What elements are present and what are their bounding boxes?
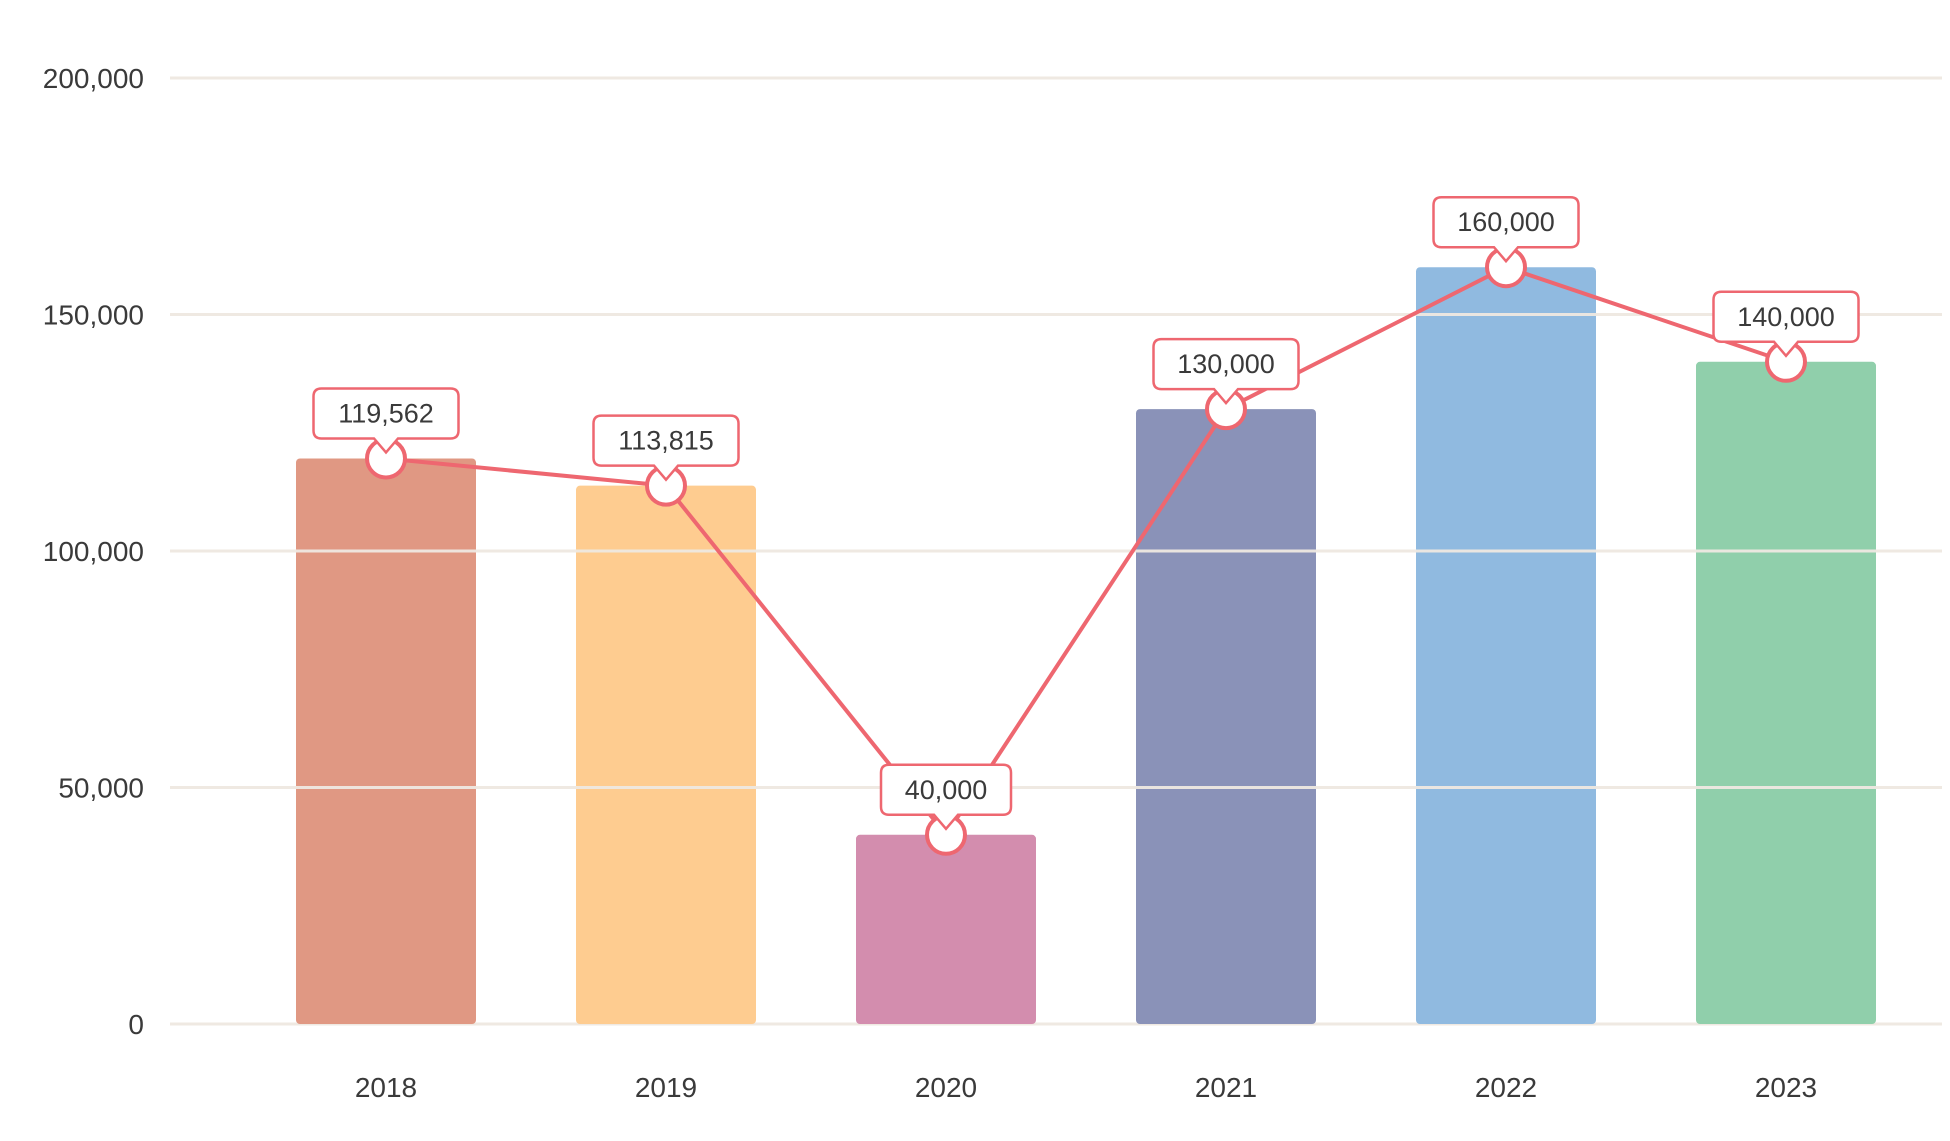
x-tick-label-2019: 2019 [635, 1072, 697, 1103]
data-label-box [1432, 195, 1580, 264]
data-label-box [312, 387, 460, 455]
y-tick-label: 200,000 [43, 63, 144, 94]
bar-layer [170, 76, 1942, 1025]
data-label-callout: 119,562 [312, 387, 460, 455]
bar-2023 [1696, 361, 1876, 1024]
bar-2020 [856, 834, 1036, 1024]
bar-2019 [576, 485, 756, 1025]
data-label-2018: 119,562 [338, 398, 434, 428]
bar-2022 [1416, 267, 1596, 1024]
label-layer: 119,562 113,815 40,000 130,000 160,000 140,00… [312, 195, 1860, 831]
data-label-callout: 130,000 [1152, 337, 1300, 406]
data-label-box [1152, 337, 1300, 406]
y-tick-label: 150,000 [43, 300, 144, 331]
y-tick-label: 0 [128, 1009, 144, 1040]
line-layer [365, 246, 1807, 856]
data-label-box [879, 763, 1013, 831]
y-tick-label: 100,000 [43, 536, 144, 567]
bar-2021 [1136, 409, 1316, 1025]
data-label-2020: 40,000 [905, 775, 988, 805]
data-label-callout: 160,000 [1432, 195, 1580, 264]
bar-2018 [296, 458, 476, 1024]
y-tick-label: 50,000 [58, 773, 144, 804]
data-label-callout: 140,000 [1712, 290, 1860, 358]
data-label-2023: 140,000 [1737, 302, 1835, 332]
trend-line [385, 265, 1787, 837]
data-label-2022: 160,000 [1457, 207, 1555, 237]
data-label-2021: 130,000 [1177, 349, 1275, 379]
data-label-2019: 113,815 [618, 426, 714, 456]
data-label-callout: 113,815 [592, 414, 740, 482]
x-tick-label-2018: 2018 [355, 1072, 417, 1103]
data-label-box [592, 414, 740, 482]
x-tick-label-2020: 2020 [915, 1072, 977, 1103]
axis-layer: 0 50,000 100,000 150,000 200,000 2018 2019 2020… [43, 63, 1817, 1103]
data-label-box [1712, 290, 1860, 358]
data-label-callout: 40,000 [879, 763, 1013, 831]
x-tick-label-2022: 2022 [1475, 1072, 1537, 1103]
x-tick-label-2021: 2021 [1195, 1072, 1257, 1103]
x-tick-label-2023: 2023 [1755, 1072, 1817, 1103]
